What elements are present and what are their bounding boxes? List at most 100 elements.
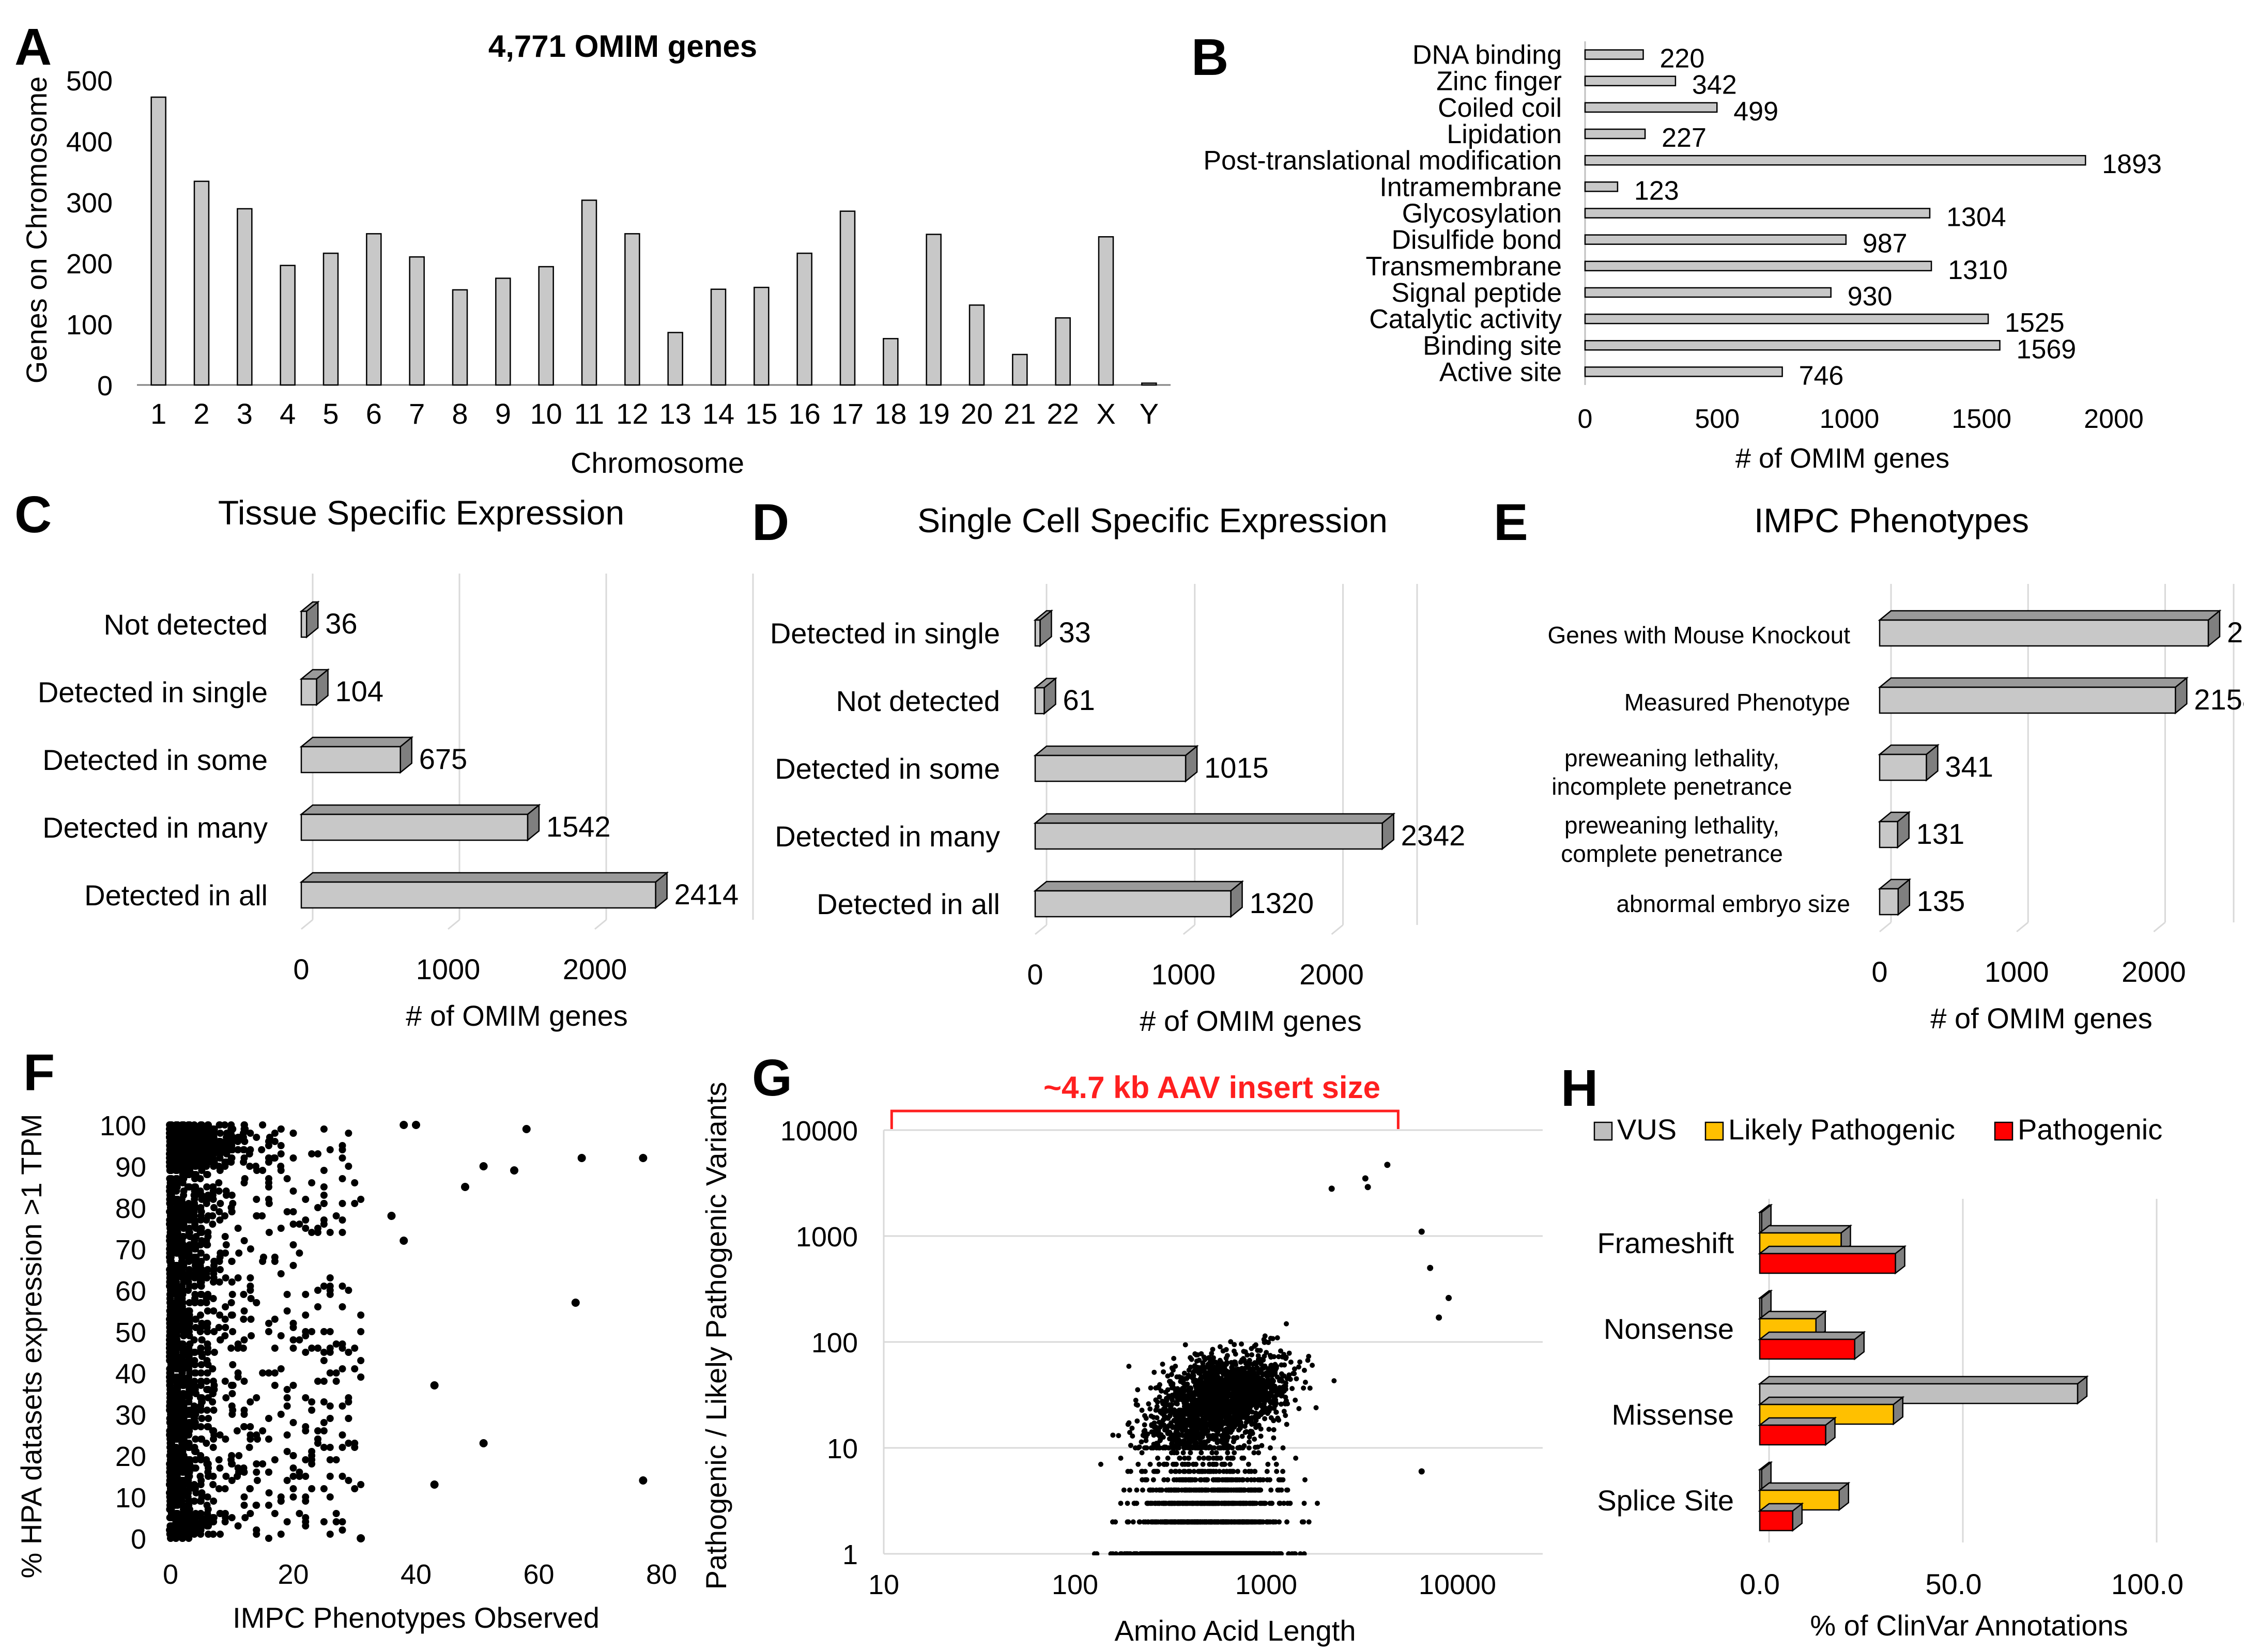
chart-f-point [302, 1225, 310, 1232]
chart-f-point [289, 1324, 297, 1331]
chart-f-point [246, 1485, 254, 1492]
chart-f-point [222, 1274, 229, 1282]
chart-c-xtick-label: 1000 [416, 953, 481, 985]
chart-c-category-label: Not detected [103, 608, 268, 641]
chart-f-point [277, 1225, 285, 1232]
chart-f-point [192, 1225, 200, 1232]
chart-d-bar-not-detected [1034, 687, 1045, 715]
panel-letter-a: A [14, 18, 52, 76]
chart-f-point [197, 1402, 205, 1410]
chart-g-point [1271, 1418, 1277, 1424]
chart-g-point [1182, 1487, 1188, 1493]
chart-f-point [174, 1121, 181, 1129]
chart-g-ytick-label: 10 [827, 1433, 858, 1464]
chart-g-point [1210, 1461, 1216, 1467]
chart-g-point [1206, 1501, 1211, 1506]
chart-f-point [320, 1419, 328, 1426]
chart-f-point [314, 1204, 321, 1211]
chart-f-point [259, 1369, 267, 1377]
chart-f-point [577, 1154, 586, 1162]
chart-f-point [210, 1497, 218, 1505]
chart-f-point [332, 1369, 340, 1377]
chart-g-point [1281, 1409, 1287, 1414]
chart-f-point [240, 1469, 248, 1476]
chart-f-point [166, 1407, 174, 1414]
chart-a-bar-15 [754, 286, 770, 386]
chart-f-point [326, 1328, 334, 1335]
chart-f-point [339, 1518, 346, 1525]
panel-letter-d: D [752, 493, 789, 551]
chart-g-point [1134, 1487, 1140, 1493]
chart-g-point [1133, 1397, 1139, 1403]
chart-f-xlabel: IMPC Phenotypes Observed [233, 1601, 600, 1634]
chart-f-point [314, 1345, 321, 1352]
chart-g-point [1137, 1519, 1143, 1525]
chart-b-bar-transmembrane [1584, 260, 1932, 272]
chart-g-point [1264, 1469, 1270, 1474]
chart-g-point [1196, 1455, 1202, 1461]
chart-g-point [1174, 1477, 1179, 1483]
chart-f-point [277, 1332, 285, 1339]
chart-f-point [320, 1200, 328, 1207]
chart-f-point [234, 1225, 242, 1232]
chart-f-point [479, 1439, 488, 1447]
chart-g-point [1229, 1487, 1235, 1493]
chart-f-point [210, 1328, 218, 1335]
chart-b-data-label: 227 [1662, 123, 1707, 153]
chart-f-point [296, 1221, 303, 1228]
chart-f-point [265, 1179, 272, 1186]
panel-letter-b: B [1191, 28, 1228, 86]
chart-f-point [210, 1159, 218, 1166]
chart-f-point [216, 1167, 224, 1174]
chart-g-point [1140, 1487, 1145, 1493]
chart-g-point [1331, 1378, 1337, 1384]
chart-f-point [240, 1179, 248, 1186]
chart-f-point [204, 1473, 212, 1480]
chart-f-point [166, 1440, 174, 1447]
chart-b-xtick-label: 2000 [2084, 404, 2144, 434]
chart-f-point [265, 1320, 273, 1327]
chart-f-point [216, 1266, 224, 1273]
chart-g-point [1220, 1477, 1226, 1483]
chart-e-xtick-label: 1000 [1985, 955, 2049, 988]
chart-f-point [289, 1452, 297, 1459]
chart-f-point [186, 1241, 193, 1248]
chart-f-point [210, 1386, 218, 1393]
chart-f-point [221, 1378, 229, 1385]
chart-f-point [167, 1316, 175, 1323]
chart-b-bar-zinc-finger [1584, 75, 1677, 86]
chart-f-point [173, 1452, 181, 1459]
chart-b-data-label: 123 [1634, 176, 1679, 206]
chart-c-category-label: Detected in single [38, 676, 268, 708]
chart-g-ytick-label: 1000 [796, 1222, 858, 1253]
chart-c-data-label: 675 [419, 743, 467, 775]
chart-f-point [320, 1349, 328, 1356]
chart-f-point [339, 1345, 346, 1352]
chart-f-point [204, 1307, 211, 1315]
chart-f-point [167, 1477, 175, 1484]
chart-e-bar-genes-with-mouse-knockout [1879, 619, 2209, 647]
chart-f-ytick-label: 30 [115, 1400, 146, 1431]
chart-f-point [234, 1464, 242, 1472]
chart-d-bar-detected-in-single [1034, 619, 1041, 647]
chart-f-point [166, 1464, 174, 1472]
chart-g-point [1154, 1469, 1159, 1474]
chart-a-xtick-label: 9 [495, 397, 511, 430]
chart-f-point [191, 1295, 199, 1302]
chart-d-bar-detected-in-all-top [1033, 881, 1244, 892]
chart-f-point [166, 1497, 174, 1505]
chart-f-point [191, 1159, 198, 1166]
chart-f-point [180, 1142, 188, 1149]
chart-f-point [217, 1200, 224, 1207]
chart-g-point [1167, 1487, 1173, 1493]
chart-f-point [320, 1192, 328, 1199]
chart-f-point [283, 1518, 291, 1525]
chart-g-point [1234, 1501, 1239, 1506]
chart-f-point [265, 1469, 272, 1476]
chart-f-point [357, 1328, 365, 1335]
chart-f-point [173, 1212, 181, 1219]
chart-g-point [1217, 1469, 1222, 1474]
chart-g-point [1217, 1344, 1223, 1350]
chart-f-point [204, 1154, 211, 1162]
chromosome-bar-chart: 4,771 OMIM genes Genes on Chromosome Chr… [20, 29, 1171, 479]
